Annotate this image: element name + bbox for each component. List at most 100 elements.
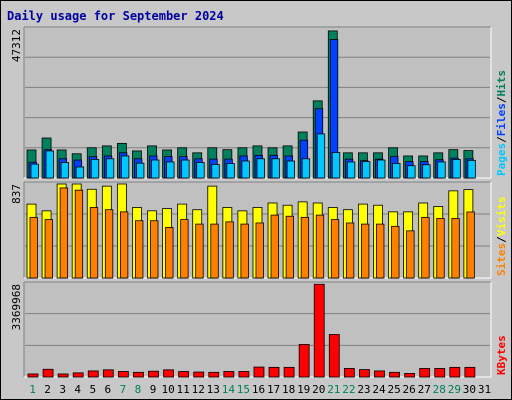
x-tick-label: 21	[327, 383, 340, 396]
bar-sites	[119, 211, 129, 279]
bar-pages	[392, 163, 401, 179]
bar-sites	[255, 222, 264, 279]
bar-sites	[466, 211, 475, 279]
x-tick-label: 26	[403, 383, 416, 396]
bar-kbytes	[343, 368, 355, 378]
x-tick-label: 29	[448, 383, 461, 396]
x-tick-label: 6	[105, 383, 112, 396]
x-tick-label: 7	[120, 383, 127, 396]
chart-title: Daily usage for September 2024	[7, 9, 224, 23]
bar-sites	[195, 223, 204, 279]
bar-kbytes	[464, 366, 476, 378]
bar-sites	[225, 221, 234, 279]
bar-kbytes	[178, 371, 190, 378]
x-tick-label: 24	[372, 383, 386, 396]
bar-kbytes	[253, 366, 265, 378]
x-tick-label: 8	[135, 383, 142, 396]
bar-sites	[104, 209, 114, 279]
bar-kbytes	[298, 344, 310, 378]
bar-pages	[362, 161, 371, 179]
bar-kbytes	[404, 373, 416, 378]
bar-pages	[60, 162, 70, 179]
x-tick-label: 31	[478, 383, 491, 396]
bar-kbytes	[238, 371, 250, 378]
bar-kbytes	[283, 366, 295, 378]
bar-kbytes	[133, 371, 144, 378]
bar-kbytes	[389, 371, 400, 378]
bar-kbytes	[27, 373, 39, 378]
bar-sites	[345, 222, 355, 279]
x-tick-label: 10	[161, 383, 174, 396]
x-tick-label: 5	[89, 383, 96, 396]
x-tick-label: 20	[312, 383, 325, 396]
bar-pages	[316, 133, 326, 179]
legend-visits: Sites/Visits	[495, 197, 508, 277]
x-tick-label: 9	[150, 383, 157, 396]
bar-sites	[150, 220, 159, 279]
bar-sites	[29, 216, 38, 279]
bar-pages	[45, 150, 54, 179]
x-tick-label: 12	[192, 383, 205, 396]
bar-sites	[436, 218, 445, 279]
bar-sites	[330, 219, 340, 279]
bar-sites	[376, 223, 385, 279]
legend-entry: Sites	[495, 243, 508, 276]
bar-kbytes	[434, 368, 446, 378]
bar-kbytes	[193, 371, 205, 378]
bar-sites	[165, 227, 174, 279]
bar-pages	[75, 166, 85, 179]
legend-entry: /	[495, 236, 508, 243]
bar-sites	[421, 216, 430, 279]
legend-entry: /	[495, 136, 508, 143]
x-tick-label: 28	[433, 383, 446, 396]
panel-kbytes: 3369968 KBytes	[10, 281, 508, 378]
bar-sites	[210, 223, 219, 279]
bar-pages	[301, 158, 311, 179]
x-tick-label: 14	[222, 383, 236, 396]
bar-pages	[422, 164, 431, 179]
bar-pages	[196, 162, 205, 179]
bar-sites	[406, 230, 415, 279]
bar-sites	[59, 187, 69, 279]
bar-kbytes	[148, 370, 159, 378]
bar-sites	[300, 216, 310, 279]
bar-sites	[391, 225, 400, 279]
bar-kbytes	[268, 366, 280, 378]
bar-kbytes	[359, 369, 370, 378]
bar-pages	[271, 158, 280, 179]
bar-pages	[437, 161, 446, 179]
x-tick-label: 22	[342, 383, 355, 396]
bar-pages	[241, 160, 250, 179]
bar-sites	[285, 215, 294, 279]
bar-pages	[30, 163, 39, 179]
chart-panels: 47312Pages/Files/Hits837Sites/Visits3369…	[10, 26, 508, 378]
y-max-label: 3369968	[10, 284, 23, 330]
x-tick-label: 25	[387, 383, 400, 396]
legend-entry: /	[495, 96, 508, 103]
x-tick-label: 18	[282, 383, 295, 396]
bar-pages	[407, 165, 416, 179]
legend-entry: Pages	[495, 143, 508, 176]
legend-entry: Files	[495, 103, 508, 136]
bar-pages	[256, 158, 265, 179]
bar-kbytes	[117, 371, 129, 378]
x-tick-label: 13	[207, 383, 220, 396]
bar-pages	[377, 159, 386, 179]
legend-kbytes: KBytes	[495, 335, 508, 375]
bar-sites	[74, 189, 84, 279]
bar-kbytes	[87, 370, 99, 378]
bar-pages	[136, 162, 145, 179]
bar-kbytes	[163, 369, 174, 378]
legend-entry: Visits	[495, 197, 508, 237]
x-tick-label: 16	[252, 383, 265, 396]
bar-pages	[452, 159, 461, 179]
bar-sites	[135, 220, 144, 279]
bar-pages	[105, 158, 115, 179]
x-tick-label: 3	[59, 383, 66, 396]
bar-pages	[286, 160, 295, 179]
x-tick-label: 30	[463, 383, 476, 396]
x-tick-label: 23	[357, 383, 370, 396]
bar-kbytes	[102, 369, 114, 378]
